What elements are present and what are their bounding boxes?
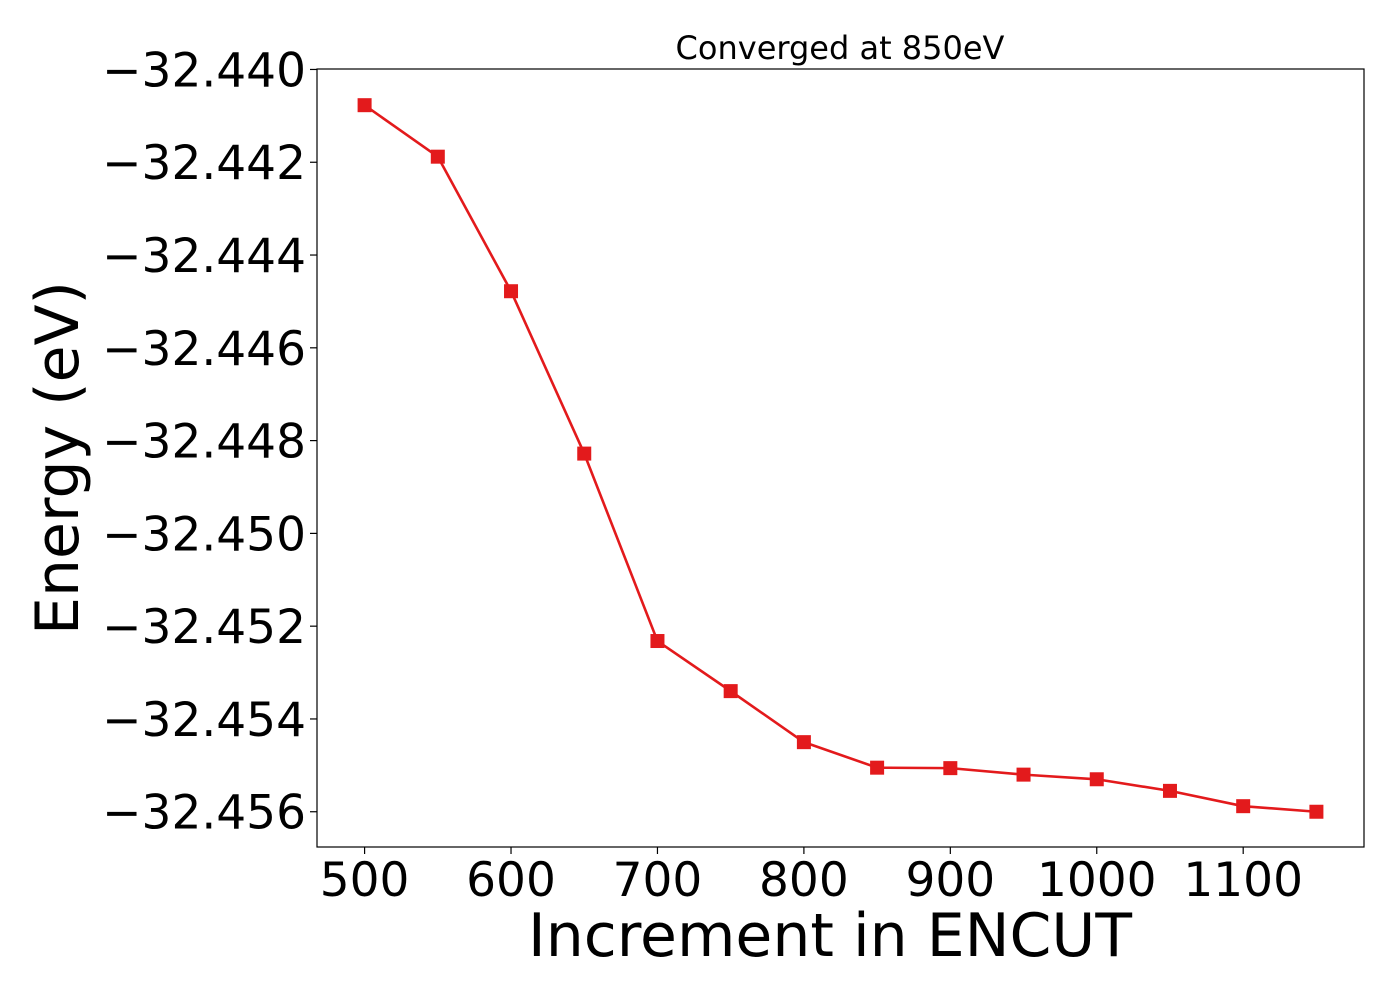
y-tick-label: −32.440 <box>102 43 306 98</box>
data-point-marker <box>870 760 885 775</box>
data-point-marker <box>1236 799 1251 814</box>
y-axis-title: Energy (eV) <box>23 281 93 635</box>
data-point-marker <box>430 149 445 164</box>
data-point-marker <box>1162 783 1177 798</box>
y-tick-label: −32.450 <box>102 507 306 562</box>
data-series <box>357 98 1324 819</box>
x-tick-label: 700 <box>613 853 703 908</box>
x-tick-label: 800 <box>759 853 849 908</box>
y-tick-label: −32.444 <box>102 229 306 284</box>
data-point-marker <box>723 684 738 699</box>
data-point-marker <box>943 761 958 776</box>
chart-title: Converged at 850eV <box>676 29 1005 67</box>
plot-frame <box>316 68 1365 848</box>
data-point-marker <box>650 634 665 649</box>
series-line <box>363 104 1317 814</box>
data-point-marker <box>504 284 519 299</box>
data-point-marker <box>357 98 372 113</box>
x-tick-label: 500 <box>320 853 410 908</box>
y-tick-label: −32.442 <box>102 136 306 191</box>
x-axis-title: Increment in ENCUT <box>528 901 1132 971</box>
x-tick-label: 900 <box>905 853 995 908</box>
axis-ticks: 500 600 700 800 900 1000 1100 −32.440 −32.442 −32… <box>102 43 1303 908</box>
x-tick-label: 1000 <box>1037 853 1157 908</box>
x-tick-label: 600 <box>466 853 556 908</box>
data-point-marker <box>1016 767 1031 782</box>
y-tick-label: −32.452 <box>102 600 306 655</box>
y-tick-label: −32.454 <box>102 693 306 748</box>
y-tick-label: −32.446 <box>102 322 306 377</box>
data-point-marker <box>796 735 811 750</box>
data-point-marker <box>1089 772 1104 787</box>
x-tick-label: 1100 <box>1183 853 1303 908</box>
y-tick-label: −32.448 <box>102 415 306 470</box>
data-point-marker <box>577 446 592 461</box>
y-tick-label: −32.456 <box>102 786 306 841</box>
data-point-marker <box>1309 804 1324 819</box>
